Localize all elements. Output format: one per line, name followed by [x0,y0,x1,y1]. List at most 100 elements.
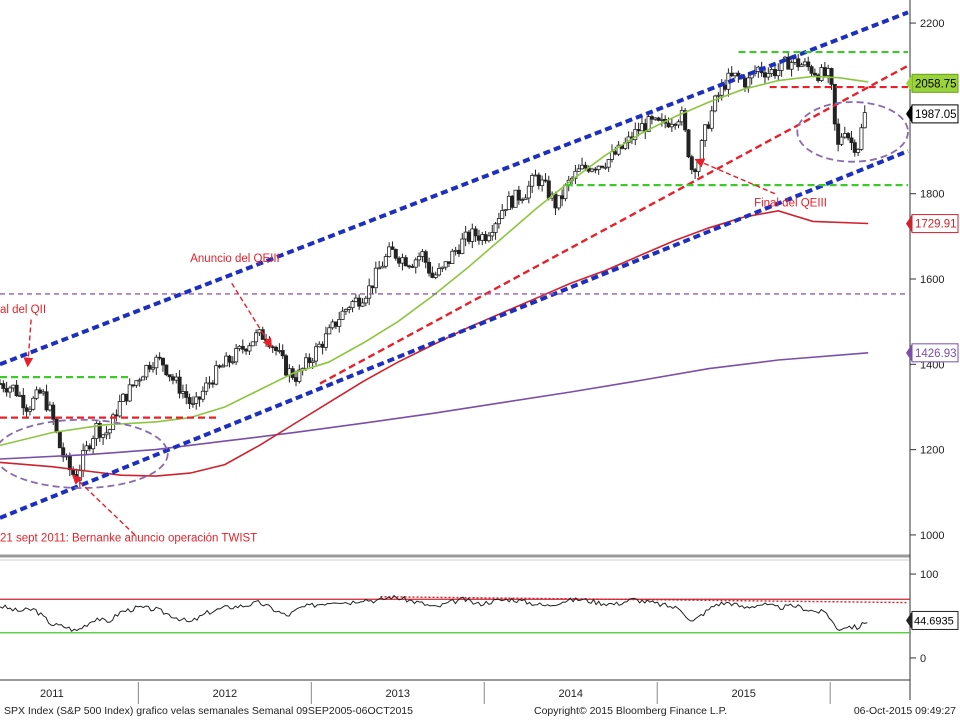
candle-body [456,249,461,255]
candle-body [121,393,126,402]
candle-body [14,384,19,397]
candle-body [184,391,189,398]
candle-body [313,346,318,362]
candle-body [616,144,621,155]
candle-body [590,168,595,172]
candle-body [762,72,767,78]
highlight-ellipse [796,101,909,163]
candle-body [689,156,694,171]
candle-body [114,414,119,417]
candle-body [746,77,751,88]
candle-body [403,257,408,267]
candle-body [117,401,122,417]
candle-body [154,356,159,369]
candle-body [41,391,46,394]
candle-body [81,450,86,471]
candle-body [580,164,585,170]
candle-body [812,72,817,76]
candle-body [639,123,644,132]
candle-body [200,390,205,400]
candle-body [423,251,428,263]
footer-source: SPX Index (S&P 500 Index) grafico velas … [4,705,413,717]
candle-body [686,129,691,158]
channel-line [0,10,909,367]
candle-body [214,365,219,385]
candle-body [393,249,398,259]
candle-body [842,133,847,138]
candle-body [576,168,581,172]
candle-body [177,376,182,394]
candle-body [360,302,365,307]
candle-body [343,309,348,312]
last-value-pointer [906,343,912,362]
candle-body [294,377,299,382]
candle-body [340,310,345,320]
sub-y-tick-label: 0 [920,653,926,665]
candle-body [792,58,797,63]
candle-body [679,110,684,123]
candle-body [84,445,89,452]
candle-body [303,357,308,369]
candle-body [440,266,445,269]
candle-body [786,56,791,70]
candle-body [257,329,262,334]
channel-line [0,149,909,520]
candle-body [470,228,475,242]
candle-body [101,434,106,438]
candle-body [417,256,422,261]
candle-body [277,350,282,352]
candle-body [437,268,442,276]
candle-body [483,234,488,242]
candle-body [503,209,508,212]
last-value-label: 2058.75 [915,78,957,90]
candles [0,51,867,487]
candle-body [636,129,641,132]
candle-body [709,110,714,129]
annotation-arrow [231,282,273,349]
candle-body [743,77,748,88]
candle-body [583,164,588,169]
candle-body [789,62,794,70]
candle-body [862,112,867,129]
candle-body [337,319,342,327]
candle-body [297,369,302,382]
candle-body [546,180,551,199]
last-value-label: 1729.91 [915,219,957,231]
candle-body [4,388,9,393]
candle-body [250,341,255,347]
candle-body [769,69,774,74]
candle-body [809,66,814,74]
candle-body [71,469,76,475]
candle-body [523,197,528,201]
candle-body [353,297,358,302]
candle-body [61,447,66,458]
candle-body [796,58,801,68]
candle-body [413,259,418,268]
candle-body [596,165,601,170]
price-panel: 1000120014001600180020002200Anuncio del … [0,0,959,700]
candle-body [556,195,561,209]
candle-body [802,61,807,66]
candle-body [476,235,481,241]
candle-body [1,383,6,389]
candle-body [220,365,225,368]
candle-body [207,382,212,385]
candle-body [363,297,368,304]
annotation-arrow [694,158,776,195]
y-tick-label: 1600 [920,274,944,286]
candle-body [410,265,415,268]
candle-body [44,391,49,411]
candle-body [317,343,322,348]
candle-body [849,137,854,144]
candle-body [147,364,152,370]
candle-body [387,246,392,257]
candle-body [829,68,834,85]
candle-body [141,376,146,381]
annotation-arrow [71,474,136,536]
last-value-pointer [906,214,912,233]
candle-body [407,265,412,268]
candle-body [47,404,52,411]
candle-body [420,251,425,257]
candle-body [347,307,352,310]
